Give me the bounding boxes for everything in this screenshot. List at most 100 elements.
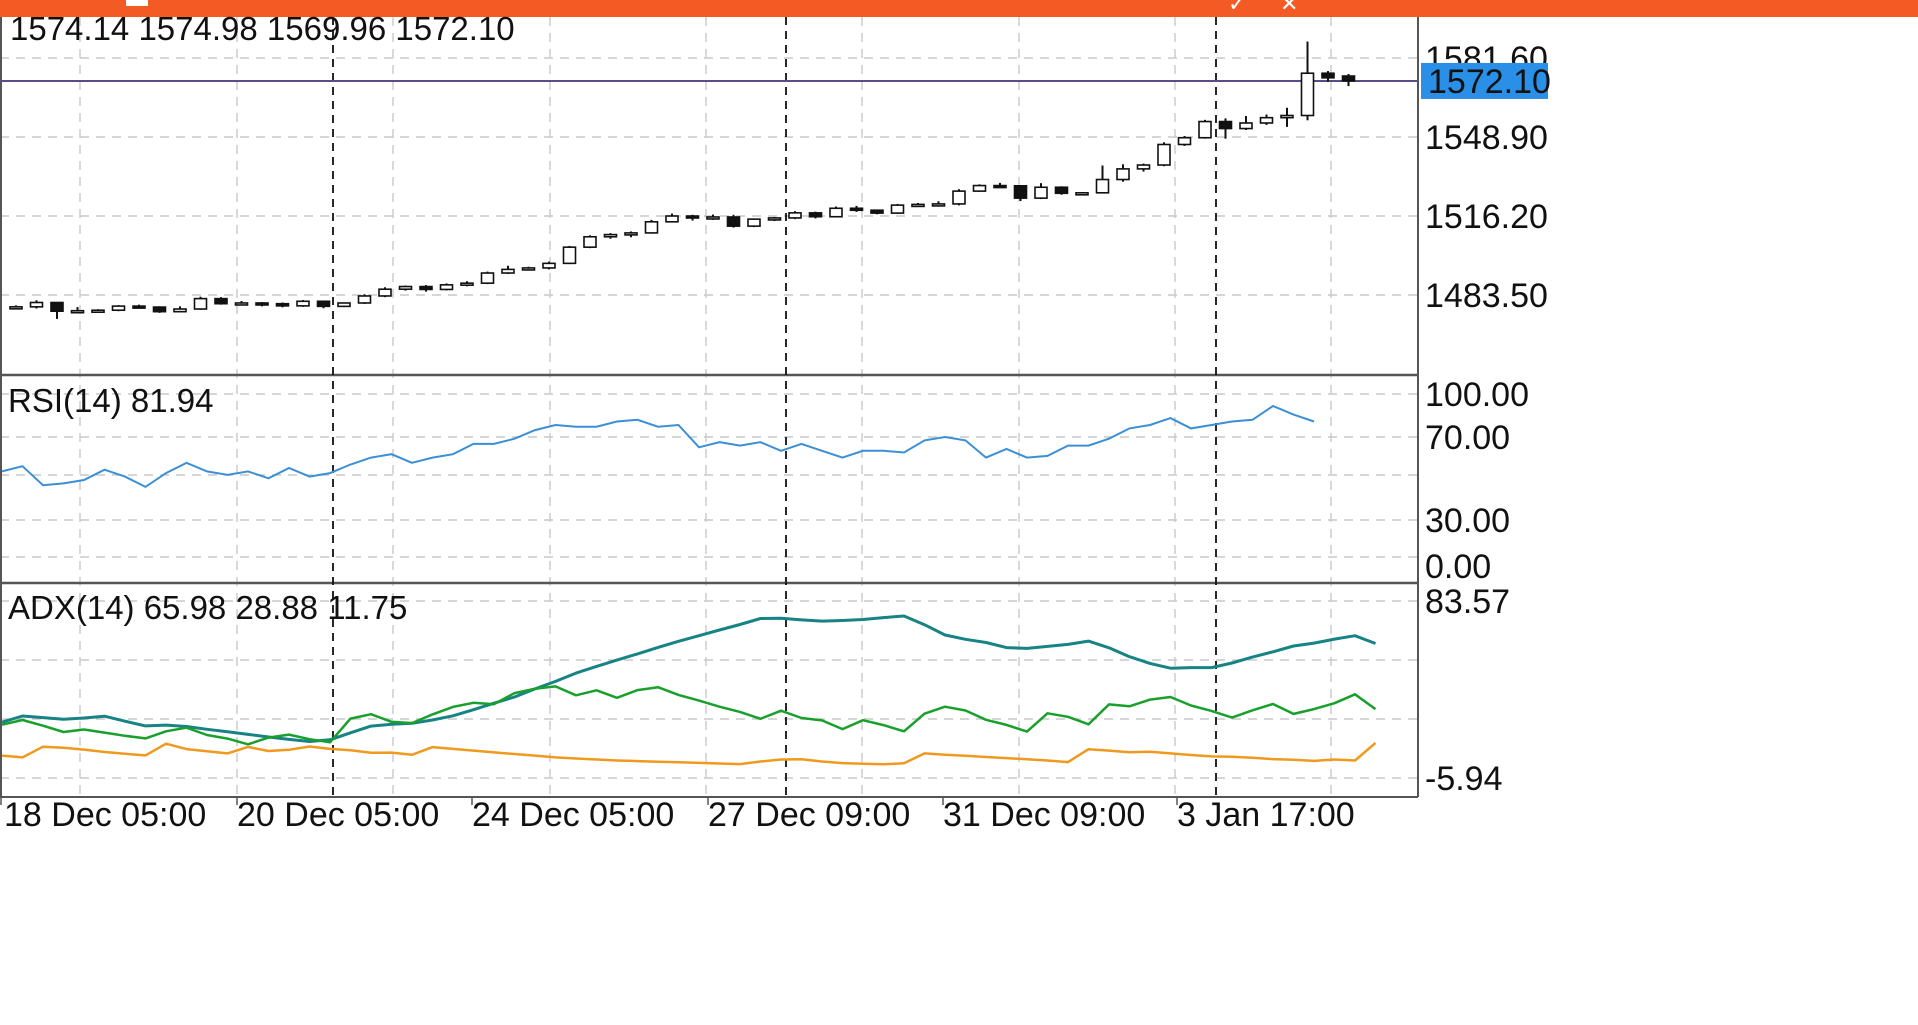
candle-body (1177, 136, 1192, 146)
candle (562, 245, 577, 265)
candle-body (193, 297, 208, 310)
check-icon[interactable]: ✓ (1228, 0, 1247, 16)
candle (542, 261, 556, 270)
ohlc-readout: 1574.14 1574.98 1569.96 1572.10 (10, 10, 515, 47)
candle (603, 233, 618, 239)
candle-body (501, 268, 515, 274)
vertical-markers (332, 17, 1217, 797)
candle (70, 307, 85, 314)
rsi-tick-label: 70.00 (1425, 419, 1510, 457)
candle-body (521, 267, 536, 271)
candle-body (460, 282, 474, 286)
candle (808, 211, 823, 219)
candle (50, 301, 64, 319)
adx-tick-label: -5.94 (1425, 760, 1503, 798)
rsi-axis: 100.00 70.00 30.00 0.00 (1425, 376, 1529, 586)
price-tick-label: 1483.50 (1425, 277, 1548, 315)
rsi-lines (1, 404, 1315, 489)
candle-body (1341, 75, 1356, 82)
candle-body (726, 216, 741, 227)
candle (1054, 186, 1069, 195)
candle-body (70, 309, 85, 314)
top-bar: ✓ ✕ (0, 0, 1918, 17)
candle (1321, 71, 1335, 82)
candle (1300, 41, 1315, 121)
candle (952, 189, 966, 206)
candle (788, 211, 802, 220)
candle-body (1218, 120, 1233, 130)
candle (665, 213, 679, 223)
candles (9, 41, 1356, 319)
rsi-panel[interactable]: 100.00 70.00 30.00 0.00 RSI(14) 81.94 (1, 376, 1529, 586)
candle (1034, 183, 1048, 200)
current-price-badge (1421, 62, 1548, 99)
candle (583, 235, 597, 249)
candle (337, 302, 351, 308)
time-tick-label: 3 Jan 17:00 (1177, 796, 1355, 834)
candle (9, 305, 23, 310)
plus-di-line (1, 685, 1377, 746)
candle (685, 214, 700, 221)
candle-body (1034, 186, 1048, 199)
candle-body (132, 305, 146, 309)
adx-line (1, 614, 1377, 743)
time-tick-label: 31 Dec 09:00 (943, 796, 1145, 834)
candle-body (1013, 185, 1028, 199)
candle (234, 301, 249, 306)
candle-body (1075, 192, 1089, 196)
rsi-tick-label: 30.00 (1425, 502, 1510, 540)
adx-tick-label: 83.57 (1425, 583, 1510, 621)
candle (829, 206, 843, 218)
rsi-readout: RSI(14) 81.94 (8, 382, 213, 419)
adx-panel[interactable]: 83.57 -5.94 ADX(14) 65.98 28.88 11.75 (1, 583, 1510, 798)
candle (111, 305, 126, 312)
time-tick-label: 27 Dec 09:00 (708, 796, 910, 834)
candle (419, 285, 433, 292)
candle-body (788, 212, 802, 219)
candle-body (316, 300, 331, 308)
time-tick-label: 20 Dec 05:00 (237, 796, 439, 834)
candle (91, 309, 105, 314)
candle-body (993, 184, 1007, 189)
candle-body (1054, 186, 1069, 195)
candle-body (747, 218, 761, 227)
close-icon[interactable]: ✕ (1280, 0, 1299, 16)
candle (624, 231, 638, 238)
candle (1259, 114, 1274, 125)
candle (767, 216, 782, 222)
candle-body (9, 306, 23, 310)
candle-body (1259, 116, 1274, 124)
candle (398, 285, 413, 291)
candle-body (1300, 72, 1315, 117)
grid (0, 17, 1418, 797)
candle-body (419, 285, 433, 291)
adx-readout: ADX(14) 65.98 28.88 11.75 (8, 589, 407, 626)
candle-body (439, 284, 454, 291)
candle-body (542, 262, 556, 269)
candle-body (1136, 164, 1151, 170)
candle (1013, 185, 1028, 202)
candle-body (275, 302, 290, 307)
candle (296, 300, 310, 307)
candle-body (706, 216, 720, 220)
candle (644, 219, 659, 234)
time-tick-label: 24 Dec 05:00 (472, 796, 674, 834)
current-price-label: 1572.10 (1428, 63, 1551, 101)
candle (439, 283, 454, 291)
time-tick-label: 18 Dec 05:00 (4, 796, 206, 834)
candle (460, 281, 474, 287)
candle (480, 271, 495, 285)
candle (1177, 136, 1192, 146)
candle (1075, 192, 1089, 196)
candle-body (1116, 168, 1130, 181)
candle (747, 218, 761, 228)
candle-body (890, 204, 905, 214)
candle-body (583, 235, 597, 248)
candle (132, 304, 146, 309)
candle-body (173, 308, 187, 313)
candle (255, 302, 269, 307)
price-tick-label: 1516.20 (1425, 198, 1548, 236)
candle (1341, 73, 1356, 87)
